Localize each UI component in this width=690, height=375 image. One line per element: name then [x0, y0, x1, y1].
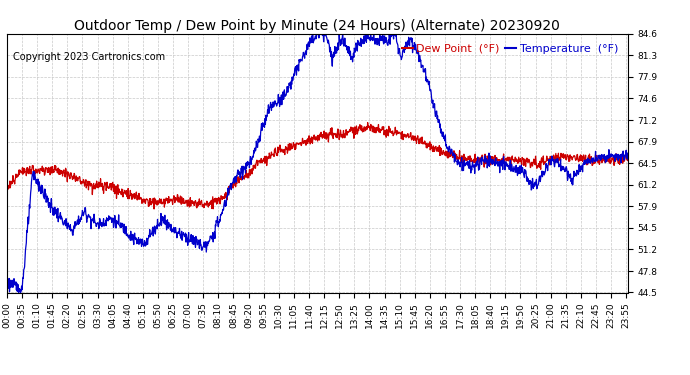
Temperature  (°F)	[624, 157, 632, 162]
Legend: Dew Point  (°F), Temperature  (°F): Dew Point (°F), Temperature (°F)	[397, 39, 622, 58]
Dew Point  (°F)	[551, 158, 559, 163]
Dew Point  (°F)	[150, 207, 158, 211]
Temperature  (°F)	[126, 238, 135, 243]
Dew Point  (°F)	[3, 191, 11, 196]
Dew Point  (°F)	[364, 120, 372, 125]
Temperature  (°F)	[415, 59, 423, 64]
Dew Point  (°F)	[496, 158, 504, 162]
Temperature  (°F)	[551, 161, 559, 165]
Temperature  (°F)	[3, 284, 11, 289]
Title: Outdoor Temp / Dew Point by Minute (24 Hours) (Alternate) 20230920: Outdoor Temp / Dew Point by Minute (24 H…	[75, 19, 560, 33]
Line: Dew Point  (°F): Dew Point (°F)	[7, 123, 628, 209]
Dew Point  (°F)	[624, 158, 632, 162]
Dew Point  (°F)	[141, 200, 149, 204]
Dew Point  (°F)	[210, 200, 219, 204]
Temperature  (°F)	[210, 236, 219, 241]
Line: Temperature  (°F): Temperature (°F)	[7, 34, 628, 292]
Dew Point  (°F)	[415, 141, 423, 146]
Temperature  (°F)	[496, 160, 504, 165]
Temperature  (°F)	[308, 32, 317, 36]
Temperature  (°F)	[141, 244, 150, 248]
Temperature  (°F)	[16, 290, 24, 295]
Dew Point  (°F)	[126, 194, 134, 198]
Text: Copyright 2023 Cartronics.com: Copyright 2023 Cartronics.com	[13, 52, 165, 62]
